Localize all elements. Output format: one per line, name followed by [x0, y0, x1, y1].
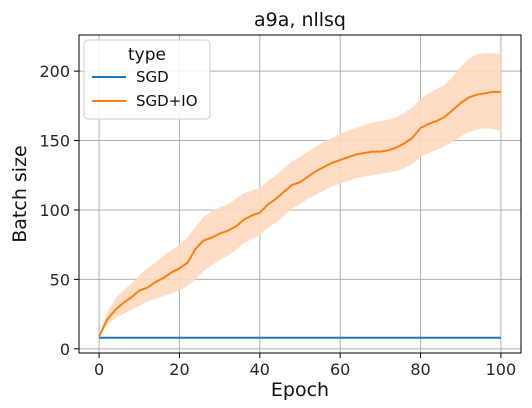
y-axis-label: Batch size — [9, 145, 31, 243]
chart-title: a9a, nllsq — [254, 9, 346, 31]
x-tick-label: 0 — [94, 360, 104, 379]
y-tick-label: 150 — [39, 132, 70, 151]
axis-ticks: 0 20 40 60 80 100 0 50 100 150 200 — [39, 62, 516, 379]
x-tick-label: 100 — [486, 360, 517, 379]
x-tick-label: 60 — [330, 360, 350, 379]
plot-frame — [78, 34, 522, 354]
x-tick-label: 20 — [169, 360, 189, 379]
y-tick-label: 50 — [50, 270, 70, 289]
x-tick-label: 40 — [250, 360, 270, 379]
y-tick-label: 0 — [60, 340, 70, 359]
sgd-io-line — [98, 90, 501, 337]
x-tick-label: 80 — [410, 360, 430, 379]
legend-box — [83, 39, 211, 120]
legend-title: type — [128, 45, 166, 65]
y-tick-label: 200 — [39, 62, 70, 81]
y-tick-label: 100 — [39, 201, 70, 220]
legend-label-sgd-io: SGD+IO — [136, 92, 198, 110]
legend-label-sgd: SGD — [136, 68, 169, 86]
sgd-io-confidence-band — [99, 53, 501, 337]
legend: type SGD SGD+IO — [83, 39, 211, 120]
x-axis-label: Epoch — [271, 379, 329, 401]
